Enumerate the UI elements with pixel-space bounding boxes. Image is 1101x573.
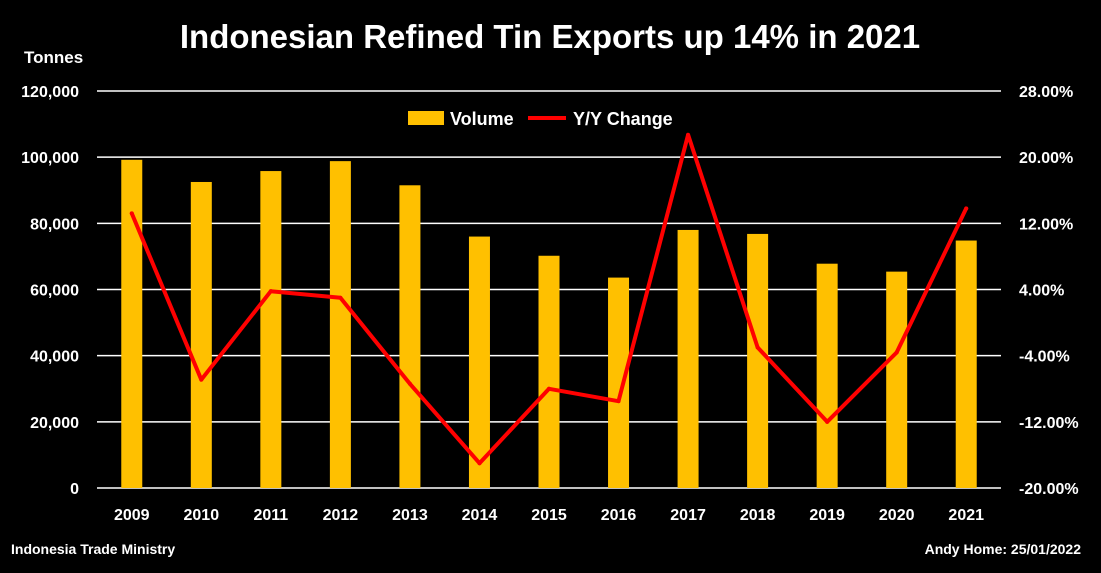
- yoy-point: [964, 206, 969, 211]
- right-tick-label: -12.00%: [1019, 415, 1079, 432]
- x-tick-label: 2019: [809, 507, 845, 524]
- x-tick-label: 2013: [392, 507, 428, 524]
- legend-volume-label: Volume: [450, 109, 514, 129]
- volume-bar: [538, 255, 560, 488]
- right-axis-ticks: -20.00% -12.00% -4.00% 4.00% 12.00% 20.00% 28.…: [1019, 84, 1079, 498]
- left-axis-ticks: 0 20,000 40,000 60,000 80,000 100,000 120,000: [21, 84, 79, 498]
- left-tick-label: 80,000: [30, 216, 79, 233]
- right-tick-label: 20.00%: [1019, 150, 1073, 167]
- yoy-point: [268, 289, 273, 294]
- right-tick-label: 28.00%: [1019, 84, 1073, 101]
- volume-bar: [886, 271, 908, 488]
- right-tick-label: 4.00%: [1019, 283, 1064, 300]
- yoy-point: [755, 345, 760, 350]
- left-tick-label: 40,000: [30, 349, 79, 366]
- x-tick-label: 2017: [670, 507, 706, 524]
- volume-bar: [468, 236, 490, 488]
- volume-bar: [608, 277, 630, 488]
- x-tick-label: 2015: [531, 507, 567, 524]
- volume-bar: [677, 229, 699, 488]
- yoy-point: [407, 381, 412, 386]
- right-tick-label: 12.00%: [1019, 216, 1073, 233]
- legend-yoy-label: Y/Y Change: [573, 109, 673, 129]
- chart-title: Indonesian Refined Tin Exports up 14% in…: [180, 18, 920, 55]
- x-tick-label: 2012: [323, 507, 359, 524]
- yoy-point: [616, 399, 621, 404]
- left-axis-title: Tonnes: [24, 48, 83, 67]
- credit-note: Andy Home: 25/01/2022: [925, 541, 1082, 557]
- x-tick-label: 2020: [879, 507, 915, 524]
- source-note: Indonesia Trade Ministry: [11, 541, 175, 557]
- x-tick-label: 2016: [601, 507, 637, 524]
- volume-bar: [329, 161, 351, 489]
- yoy-point: [477, 461, 482, 466]
- volume-bar: [399, 185, 421, 488]
- right-tick-label: -20.00%: [1019, 481, 1079, 498]
- left-tick-label: 100,000: [21, 150, 79, 167]
- yoy-point: [547, 386, 551, 391]
- yoy-point: [338, 295, 343, 300]
- x-axis-ticks: 2009 2010 2011 2012 2013 2014 2015 2016 2017 2018…: [114, 507, 984, 524]
- yoy-point: [129, 211, 134, 216]
- yoy-point: [686, 132, 691, 137]
- legend-volume-swatch: [408, 111, 444, 125]
- x-tick-label: 2014: [462, 507, 498, 524]
- volume-bar: [260, 171, 282, 489]
- volume-bar: [121, 159, 143, 488]
- left-tick-label: 120,000: [21, 84, 79, 101]
- legend: Volume Y/Y Change: [408, 109, 673, 129]
- x-tick-label: 2010: [184, 507, 220, 524]
- yoy-point: [894, 350, 899, 355]
- right-tick-label: -4.00%: [1019, 349, 1070, 366]
- x-tick-label: 2018: [740, 507, 776, 524]
- left-tick-label: 20,000: [30, 415, 79, 432]
- volume-bar: [955, 240, 977, 488]
- left-tick-label: 60,000: [30, 283, 79, 300]
- yoy-line-series: [129, 132, 969, 466]
- volume-bar: [190, 181, 212, 488]
- yoy-point: [825, 419, 830, 424]
- x-tick-label: 2011: [253, 507, 288, 524]
- yoy-point: [199, 377, 204, 382]
- volume-bar: [747, 233, 769, 488]
- x-tick-label: 2009: [114, 507, 150, 524]
- volume-bar: [816, 263, 838, 488]
- volume-bars: [121, 159, 977, 489]
- x-tick-label: 2021: [948, 507, 984, 524]
- left-tick-label: 0: [70, 481, 79, 498]
